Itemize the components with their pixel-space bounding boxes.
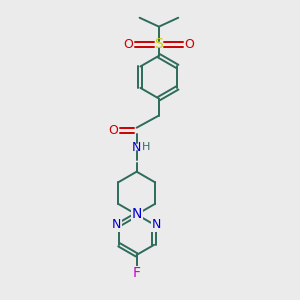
Text: O: O (123, 38, 133, 51)
Text: O: O (184, 38, 194, 51)
Text: S: S (154, 38, 163, 52)
Text: N: N (132, 140, 141, 154)
Text: F: F (133, 266, 141, 280)
Text: H: H (142, 142, 150, 152)
Text: O: O (108, 124, 118, 137)
Text: N: N (131, 208, 142, 221)
Text: N: N (152, 218, 161, 231)
Text: N: N (112, 218, 122, 231)
